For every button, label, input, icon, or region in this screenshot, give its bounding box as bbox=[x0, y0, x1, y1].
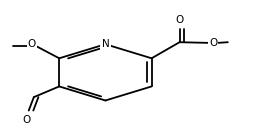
Text: O: O bbox=[176, 15, 184, 25]
Text: N: N bbox=[102, 39, 109, 49]
Text: O: O bbox=[209, 38, 217, 48]
Text: O: O bbox=[28, 39, 36, 49]
Text: O: O bbox=[22, 115, 30, 125]
